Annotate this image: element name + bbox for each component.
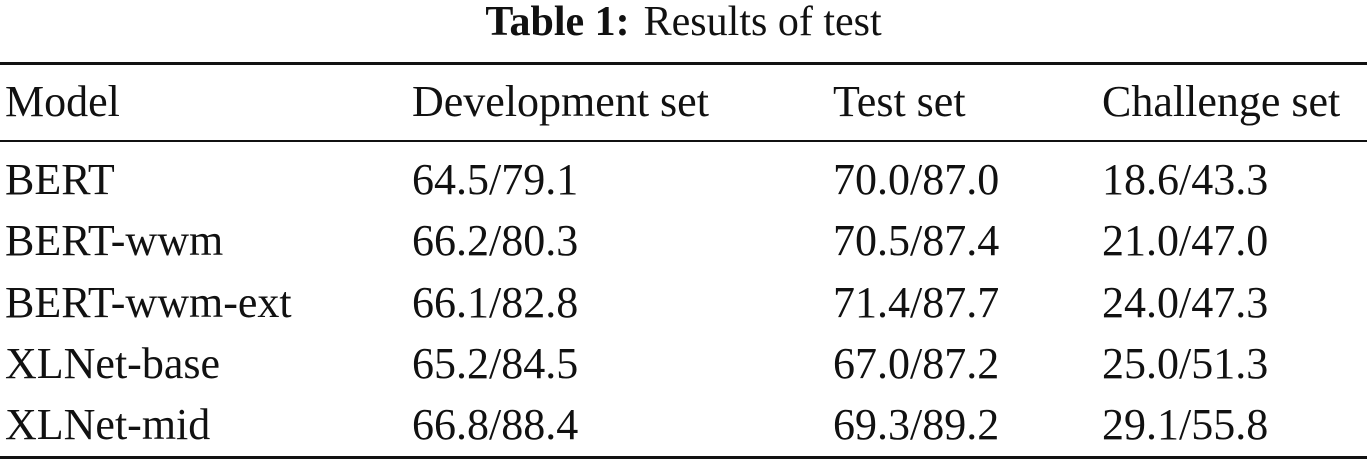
score-cell: 65.2/84.5 [412, 338, 579, 388]
score-cell: 21.0/47.0 [1102, 216, 1269, 266]
header-rule [0, 140, 1367, 142]
model-name: BERT-wwm-ext [5, 277, 292, 327]
score-cell: 70.0/87.0 [833, 155, 1000, 204]
score-cell: 66.2/80.3 [412, 216, 579, 266]
model-name: XLNet-mid [5, 400, 211, 450]
top-rule [0, 62, 1367, 65]
score-cell: 66.1/82.8 [412, 277, 579, 327]
score-cell: 69.3/89.2 [833, 400, 1000, 450]
header-cell: Development set [412, 77, 709, 126]
model-name: XLNet-base [5, 338, 221, 388]
caption-text: Results of test [643, 0, 882, 45]
caption-label: Table 1: [485, 0, 630, 45]
score-cell: 64.5/79.1 [412, 155, 579, 204]
header-cell: Challenge set [1102, 77, 1341, 126]
score-cell: 18.6/43.3 [1102, 155, 1269, 204]
model-name: BERT [5, 155, 115, 204]
score-cell: 67.0/87.2 [833, 338, 1000, 388]
score-cell: 66.8/88.4 [412, 400, 579, 450]
header-cell: Test set [833, 77, 966, 126]
header-cell: Model [5, 77, 120, 126]
score-cell: 24.0/47.3 [1102, 277, 1269, 327]
model-name: BERT-wwm [5, 216, 224, 266]
table-caption: Table 1: Results of test [0, 0, 1367, 44]
score-cell: 29.1/55.8 [1102, 400, 1269, 450]
score-cell: 70.5/87.4 [833, 216, 1000, 266]
bottom-rule [0, 456, 1367, 459]
score-cell: 71.4/87.7 [833, 277, 1000, 327]
score-cell: 25.0/51.3 [1102, 338, 1269, 388]
